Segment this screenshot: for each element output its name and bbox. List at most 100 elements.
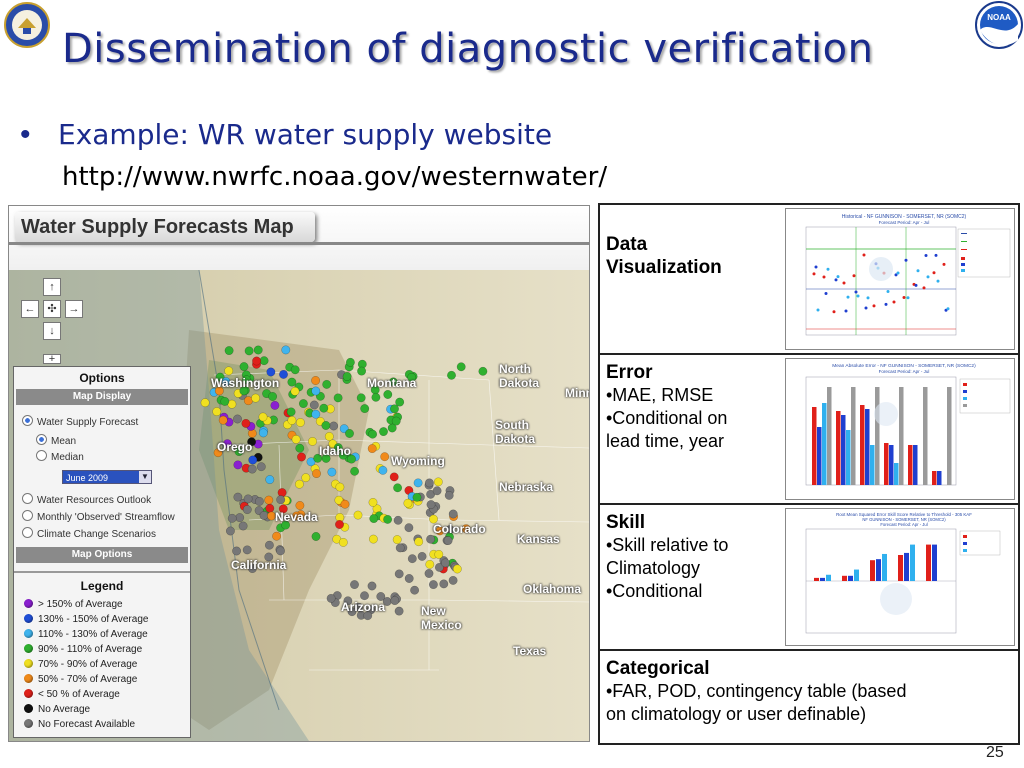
station-marker[interactable] — [290, 386, 300, 396]
chevron-down-icon[interactable]: ▼ — [139, 471, 151, 483]
station-marker[interactable] — [417, 551, 427, 561]
station-marker[interactable] — [426, 534, 436, 544]
station-marker[interactable] — [238, 521, 248, 531]
radio-climate-change[interactable] — [22, 527, 33, 538]
station-marker[interactable] — [270, 400, 280, 410]
station-marker[interactable] — [338, 537, 348, 547]
station-marker[interactable] — [391, 416, 401, 426]
station-marker[interactable] — [448, 509, 458, 519]
station-marker[interactable] — [347, 454, 356, 464]
station-marker[interactable] — [478, 366, 488, 376]
station-marker[interactable] — [360, 404, 370, 414]
station-marker[interactable] — [327, 467, 337, 477]
station-marker[interactable] — [247, 437, 257, 447]
station-marker[interactable] — [371, 392, 381, 402]
station-marker[interactable] — [233, 414, 242, 424]
station-marker[interactable] — [368, 534, 378, 544]
station-marker[interactable] — [393, 483, 403, 493]
station-marker[interactable] — [394, 569, 404, 579]
station-marker[interactable] — [394, 606, 404, 616]
station-marker[interactable] — [368, 429, 378, 439]
station-marker[interactable] — [253, 345, 263, 355]
station-marker[interactable] — [347, 607, 357, 617]
station-marker[interactable] — [279, 369, 288, 379]
station-marker[interactable] — [212, 407, 222, 417]
station-marker[interactable] — [322, 379, 332, 389]
median-option[interactable]: Median — [36, 450, 84, 463]
station-marker[interactable] — [335, 482, 345, 492]
station-marker[interactable] — [301, 473, 311, 483]
station-marker[interactable] — [435, 526, 445, 536]
station-marker[interactable] — [252, 356, 262, 366]
station-marker[interactable] — [312, 469, 321, 479]
mean-option[interactable]: Mean — [36, 434, 76, 447]
station-marker[interactable] — [357, 366, 367, 376]
station-marker[interactable] — [295, 501, 305, 510]
station-marker[interactable] — [290, 365, 300, 375]
radio-median[interactable] — [36, 450, 47, 461]
station-marker[interactable] — [235, 513, 245, 523]
station-marker[interactable] — [259, 356, 269, 366]
station-marker[interactable] — [239, 386, 249, 396]
station-marker[interactable] — [410, 585, 420, 595]
monthly-observed-option[interactable]: Monthly 'Observed' Streamflow — [22, 510, 175, 523]
station-marker[interactable] — [448, 575, 458, 585]
station-marker[interactable] — [425, 559, 435, 569]
station-marker[interactable] — [311, 409, 321, 419]
station-marker[interactable] — [224, 366, 234, 376]
station-marker[interactable] — [424, 569, 434, 578]
station-marker[interactable] — [383, 390, 393, 399]
station-marker[interactable] — [407, 372, 417, 382]
station-marker[interactable] — [404, 523, 414, 533]
station-marker[interactable] — [404, 574, 414, 583]
station-marker[interactable] — [428, 580, 438, 590]
station-marker[interactable] — [241, 418, 251, 428]
station-marker[interactable] — [294, 479, 304, 489]
station-marker[interactable] — [414, 537, 424, 547]
station-marker[interactable] — [412, 492, 422, 502]
station-marker[interactable] — [258, 428, 268, 438]
station-marker[interactable] — [272, 531, 282, 541]
zoom-in-icon[interactable]: + — [43, 354, 61, 365]
station-marker[interactable] — [227, 513, 237, 523]
station-marker[interactable] — [308, 436, 317, 446]
station-marker[interactable] — [222, 439, 232, 449]
station-marker[interactable] — [276, 546, 285, 556]
station-marker[interactable] — [424, 478, 434, 488]
station-marker[interactable] — [456, 362, 466, 372]
station-marker[interactable] — [378, 465, 388, 475]
station-marker[interactable] — [390, 404, 399, 414]
station-marker[interactable] — [242, 375, 251, 385]
station-marker[interactable] — [247, 564, 257, 574]
station-marker[interactable] — [393, 515, 403, 525]
station-marker[interactable] — [214, 386, 224, 396]
arrow-right-icon[interactable]: → — [65, 300, 83, 318]
radio-water-supply[interactable] — [22, 415, 33, 426]
station-marker[interactable] — [221, 377, 231, 387]
station-marker[interactable] — [291, 434, 301, 444]
station-marker[interactable] — [297, 452, 306, 462]
station-marker[interactable] — [234, 447, 244, 457]
station-marker[interactable] — [340, 499, 350, 509]
station-marker[interactable] — [239, 362, 249, 372]
station-marker[interactable] — [389, 472, 399, 482]
station-marker[interactable] — [388, 377, 398, 387]
station-marker[interactable] — [440, 558, 450, 568]
radio-mean[interactable] — [36, 434, 47, 445]
station-marker[interactable] — [286, 407, 296, 417]
station-marker[interactable] — [268, 392, 278, 401]
station-marker[interactable] — [321, 453, 331, 463]
station-marker[interactable] — [439, 579, 449, 589]
station-marker[interactable] — [432, 486, 442, 496]
station-marker[interactable] — [247, 464, 257, 474]
station-marker[interactable] — [335, 520, 344, 529]
map-options-bar[interactable]: Map Options — [16, 547, 188, 563]
website-url[interactable]: http://www.nwrfc.noaa.gov/westernwater/ — [62, 162, 608, 192]
station-marker[interactable] — [218, 415, 228, 425]
station-marker[interactable] — [333, 393, 343, 403]
station-marker[interactable] — [254, 496, 264, 506]
station-marker[interactable] — [434, 549, 444, 559]
station-marker[interactable] — [345, 429, 354, 438]
station-marker[interactable] — [243, 494, 253, 504]
station-marker[interactable] — [298, 399, 308, 409]
